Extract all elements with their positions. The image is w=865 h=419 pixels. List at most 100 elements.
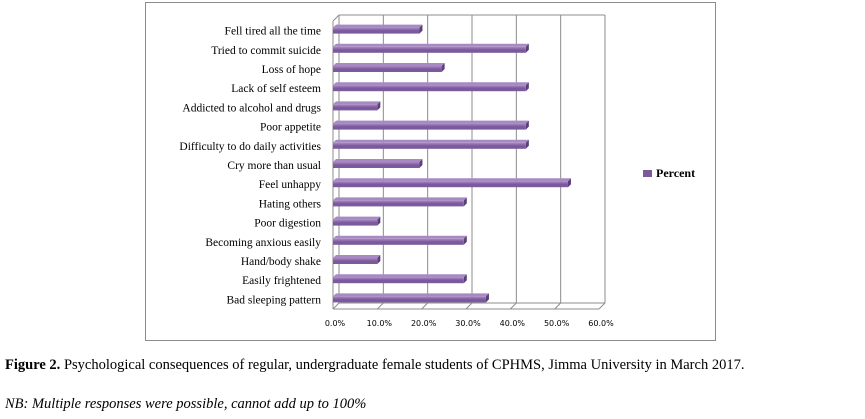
bar-top-face — [333, 139, 529, 143]
category-label: Hand/body shake — [241, 256, 321, 268]
gridline-floor — [465, 302, 473, 310]
bar-top-face — [333, 63, 445, 66]
legend-entry: Percent — [643, 166, 695, 180]
bar — [333, 101, 381, 111]
bar-top-face — [333, 24, 423, 28]
bar-top-face — [333, 235, 467, 239]
legend-swatch — [643, 170, 652, 177]
bar-top-face — [333, 197, 467, 201]
bar-top-face — [333, 178, 571, 182]
figure-caption: Figure 2. Psychological consequences of … — [5, 356, 860, 374]
category-label: Feel unhappy — [259, 179, 322, 191]
bar-front-face — [333, 27, 420, 34]
bar-front-face — [333, 85, 526, 92]
bar-end-face — [463, 235, 467, 245]
bar-end-face — [525, 120, 529, 130]
gridline-floor — [376, 302, 384, 310]
bar — [333, 120, 529, 130]
category-label: Poor appetite — [260, 122, 321, 134]
x-tick-label: 60.0% — [588, 319, 614, 328]
bar-front-face — [333, 142, 526, 149]
bar — [333, 216, 381, 226]
bar-front-face — [333, 123, 526, 130]
bar-end-face — [525, 43, 529, 53]
gridline-floor — [332, 302, 340, 310]
gridline-floor — [598, 302, 606, 310]
bar-front-face — [333, 46, 526, 53]
bar — [333, 43, 529, 53]
bar-front-face — [333, 258, 378, 264]
bar-end-face — [419, 159, 423, 168]
bar-end-face — [419, 24, 423, 34]
bar — [333, 139, 529, 149]
x-tick-label: 30.0% — [455, 319, 481, 328]
figure-caption-text: Psychological consequences of regular, u… — [60, 357, 745, 373]
bar-front-face — [333, 104, 378, 111]
bar-end-face — [377, 216, 381, 226]
bar — [333, 255, 381, 264]
bar-front-face — [333, 162, 420, 168]
bar — [333, 159, 423, 168]
bar-end-face — [377, 255, 381, 264]
category-label: Hating others — [259, 198, 322, 210]
category-label: Loss of hope — [262, 64, 321, 76]
figure-label: Figure 2. — [5, 357, 61, 373]
axis-depth-top — [332, 14, 340, 22]
category-label: Becoming anxious easily — [205, 237, 321, 249]
bars — [333, 24, 571, 303]
category-label: Lack of self esteem — [231, 83, 321, 95]
bar-front-face — [333, 181, 568, 188]
bar-chart: Fell tired all the time Tried to commit s… — [179, 14, 695, 328]
x-tick-label: 50.0% — [544, 319, 570, 328]
legend-label: Percent — [656, 166, 695, 180]
bar — [333, 82, 529, 92]
bar-end-face — [463, 274, 467, 284]
bar — [333, 63, 445, 72]
bar-top-face — [333, 82, 529, 86]
bar-top-face — [333, 274, 467, 278]
bar-front-face — [333, 219, 378, 226]
bar-top-face — [333, 216, 381, 220]
bar-end-face — [485, 293, 489, 303]
bar-top-face — [333, 120, 529, 124]
category-label: Fell tired all the time — [225, 26, 321, 38]
category-label: Tried to commit suicide — [211, 45, 321, 57]
category-label: Difficulty to do daily activities — [179, 141, 321, 153]
bar-top-face — [333, 43, 529, 47]
gridline-floor — [554, 302, 562, 310]
bar-end-face — [525, 82, 529, 92]
category-label: Cry more than usual — [227, 160, 321, 172]
x-tick-label: 0.0% — [325, 319, 346, 328]
category-label: Bad sleeping pattern — [226, 294, 321, 306]
bar-end-face — [463, 197, 467, 207]
category-label: Addicted to alcohol and drugs — [182, 102, 321, 114]
chart-frame: Fell tired all the time Tried to commit s… — [145, 2, 716, 341]
bar-top-face — [333, 255, 381, 258]
legend: Percent — [643, 166, 695, 180]
category-label: Easily frightened — [242, 275, 321, 287]
x-tick-labels: 0.0% 10.0% 20.0% 30.0% 40.0% 50.0% 60.0% — [325, 319, 614, 328]
bar — [333, 293, 489, 303]
bar — [333, 235, 467, 245]
bar-front-face — [333, 66, 442, 72]
x-tick-label: 10.0% — [367, 319, 393, 328]
bar-end-face — [567, 178, 571, 188]
bar — [333, 178, 571, 188]
bar-front-face — [333, 296, 486, 303]
bar-top-face — [333, 101, 381, 105]
bar-end-face — [441, 63, 445, 72]
category-label: Poor digestion — [254, 218, 321, 230]
bar-end-face — [525, 139, 529, 149]
bar — [333, 274, 467, 284]
bar-end-face — [377, 101, 381, 111]
bar-front-face — [333, 277, 464, 284]
bar — [333, 197, 467, 207]
bar-top-face — [333, 159, 423, 162]
bar-front-face — [333, 200, 464, 207]
gridline-floor — [509, 302, 517, 310]
category-labels: Fell tired all the time Tried to commit s… — [179, 26, 321, 307]
bar-top-face — [333, 293, 489, 297]
gridline-floor — [421, 302, 429, 310]
figure-note: NB: Multiple responses were possible, ca… — [5, 396, 367, 412]
bar-front-face — [333, 238, 464, 245]
